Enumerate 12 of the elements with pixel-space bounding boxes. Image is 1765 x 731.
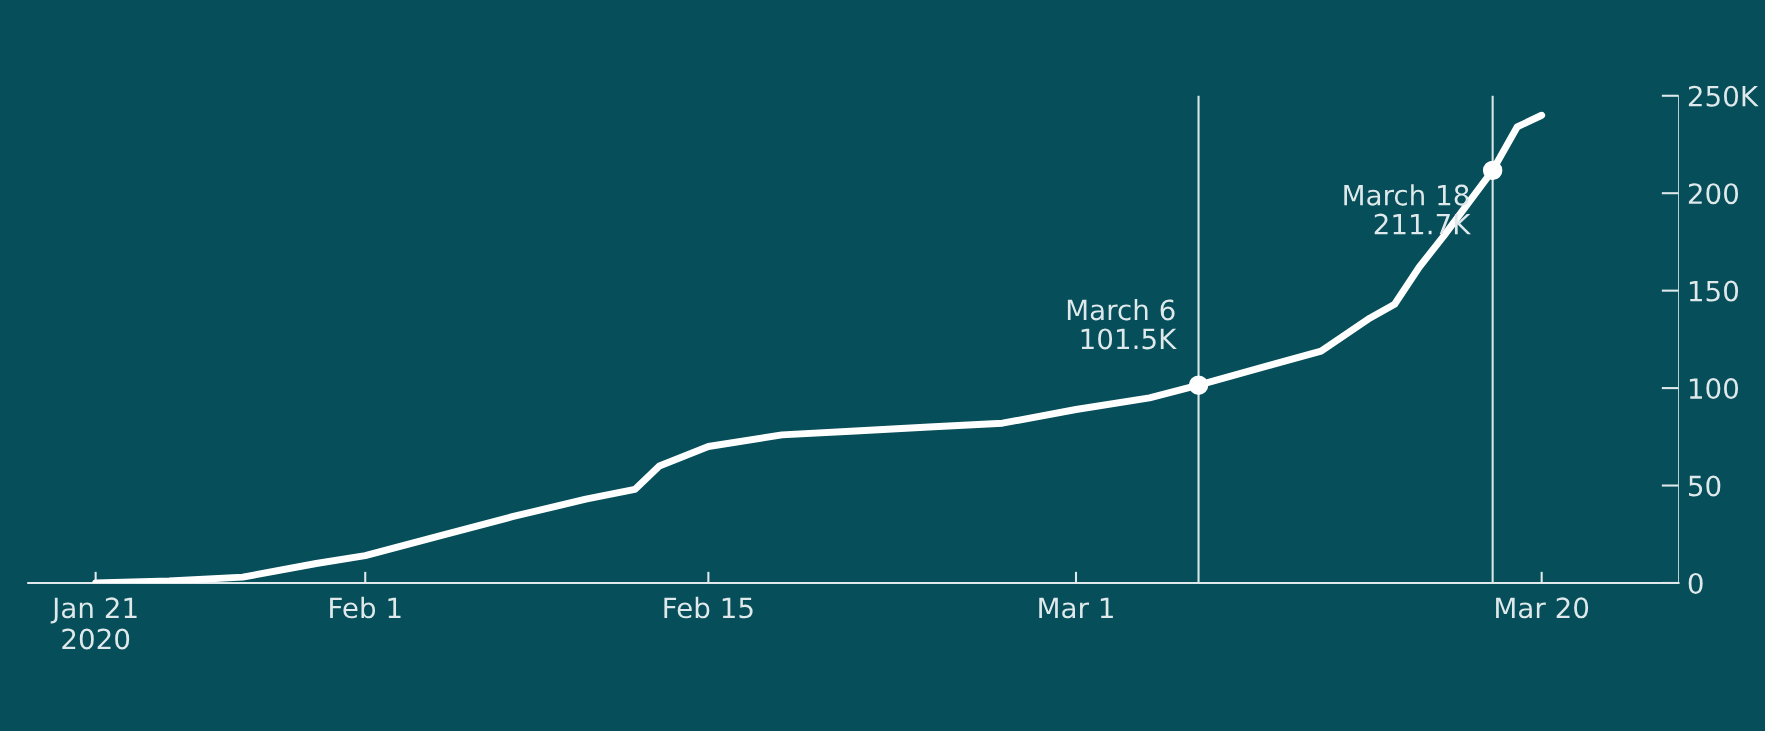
y-tick-label: 200 [1688, 183, 1739, 205]
y-tick-label: 150 [1689, 280, 1739, 302]
x-tick-label: Feb 1 [330, 596, 401, 619]
x-tick-label: Feb 15 [664, 596, 753, 619]
x-tick-label: Mar 1 [1039, 597, 1113, 619]
y-tick-label: 0 [1688, 572, 1703, 594]
y-tick-label: 100 [1689, 378, 1739, 400]
x-tick-label: Jan 21 2020 [50, 597, 137, 650]
y-tick-label: 50 [1688, 475, 1721, 497]
x-tick-label: Mar 20 [1496, 597, 1589, 619]
annotation: March 6 101.5K [1067, 298, 1177, 350]
y-tick-label: 250K [1688, 85, 1759, 107]
